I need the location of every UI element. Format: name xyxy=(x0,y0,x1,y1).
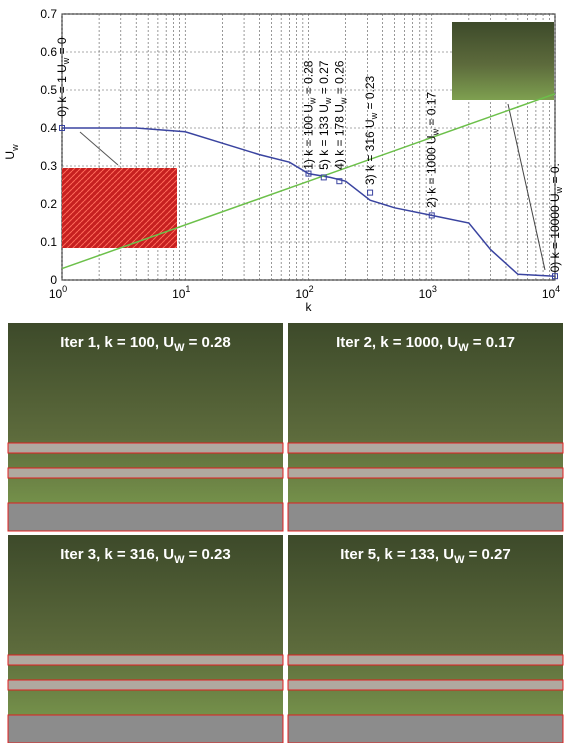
x-tick-exponent: 4 xyxy=(555,284,560,294)
path xyxy=(8,503,283,531)
panel-image xyxy=(288,535,563,743)
annotation-text: 1) k = 100 U xyxy=(302,104,316,170)
annotation: 1) k = 100 Uw = 0.28 xyxy=(302,60,318,170)
fence xyxy=(8,680,283,690)
x-tick-base: 10 xyxy=(172,287,186,301)
annotation-text: 4) k = 178 U xyxy=(332,104,346,170)
x-tick-exponent: 1 xyxy=(185,284,190,294)
annotation-text: 5) k = 133 U xyxy=(317,104,331,170)
caption-text: Iter 5, k = 133, U xyxy=(340,546,454,563)
inset-image xyxy=(62,168,177,248)
y-label-main: U xyxy=(3,151,17,160)
y-axis-label: Uw xyxy=(3,144,20,160)
x-tick-exponent: 3 xyxy=(432,284,437,294)
x-tick-base: 10 xyxy=(295,287,309,301)
path xyxy=(8,715,283,743)
caption-sub: W xyxy=(174,342,185,354)
y-label-sub: w xyxy=(10,144,20,152)
panel-image xyxy=(288,323,563,531)
caption-text: = 0.27 xyxy=(464,546,510,563)
annotation: 5) k = 133 Uw = 0.27 xyxy=(317,60,333,170)
path xyxy=(288,503,563,531)
x-tick-exponent: 0 xyxy=(62,284,67,294)
annotation-text: 3) k = 316 U xyxy=(363,119,377,185)
annotation-text: = 0.27 xyxy=(317,60,331,97)
inset-image xyxy=(452,22,554,100)
annotation-text: 0) k = 10000 U xyxy=(548,193,562,272)
annotation-text: 0) k = 1 U xyxy=(55,64,69,116)
caption-sub: W xyxy=(174,554,185,566)
annotation-text: 2) k = 1000 U xyxy=(425,135,439,207)
fence xyxy=(8,468,283,478)
fence xyxy=(288,680,563,690)
panel-image xyxy=(8,535,283,743)
annotation: 0) k = 1 Uw = 0 xyxy=(55,37,71,117)
caption-text: Iter 3, k = 316, U xyxy=(60,546,174,563)
y-tick-label: 0 xyxy=(50,273,57,287)
panel-image xyxy=(8,323,283,531)
caption-text: = 0.28 xyxy=(184,334,230,351)
annotation-text: = 0.23 xyxy=(363,75,377,112)
y-tick-label: 0.2 xyxy=(40,197,57,211)
x-tick-label: 103 xyxy=(419,284,437,301)
caption-text: Iter 1, k = 100, U xyxy=(60,334,174,351)
y-tick-label: 0.3 xyxy=(40,159,57,173)
annotation: 2) k = 1000 Uw = 0.17 xyxy=(425,92,441,208)
x-tick-label: 102 xyxy=(295,284,313,301)
annotation-text: = 0.17 xyxy=(425,92,439,129)
annotation-text: = 0.26 xyxy=(332,60,346,97)
caption-text: Iter 2, k = 1000, U xyxy=(336,334,458,351)
fence xyxy=(288,443,563,453)
fence xyxy=(8,655,283,665)
caption-text: = 0.17 xyxy=(469,334,515,351)
x-axis-label: k xyxy=(306,300,313,314)
annotation-text: = 0.28 xyxy=(302,60,316,97)
y-tick-label: 0.4 xyxy=(40,121,57,135)
x-tick-label: 101 xyxy=(172,284,190,301)
path xyxy=(288,715,563,743)
fence xyxy=(288,655,563,665)
fence xyxy=(8,443,283,453)
fence xyxy=(288,468,563,478)
caption-sub: W xyxy=(458,342,469,354)
x-tick-label: 104 xyxy=(542,284,560,301)
caption-sub: W xyxy=(454,554,465,566)
caption-text: = 0.23 xyxy=(184,546,230,563)
annotation-text: = 0 xyxy=(55,37,69,58)
x-tick-exponent: 2 xyxy=(309,284,314,294)
annotation: 3) k = 316 Uw = 0.23 xyxy=(363,75,379,185)
y-tick-label: 0.1 xyxy=(40,235,57,249)
annotation: 4) k = 178 Uw = 0.26 xyxy=(332,60,348,170)
y-tick-label: 0.7 xyxy=(40,7,57,21)
x-tick-base: 10 xyxy=(542,287,556,301)
x-tick-base: 10 xyxy=(419,287,433,301)
annotation: 0) k = 10000 Uw = 0. xyxy=(548,163,564,272)
x-tick-label: 100 xyxy=(49,284,67,301)
annotation-text: = 0. xyxy=(548,163,562,187)
x-tick-base: 10 xyxy=(49,287,63,301)
page: 00.10.20.30.40.50.60.7100101102103104kUw… xyxy=(0,0,565,743)
